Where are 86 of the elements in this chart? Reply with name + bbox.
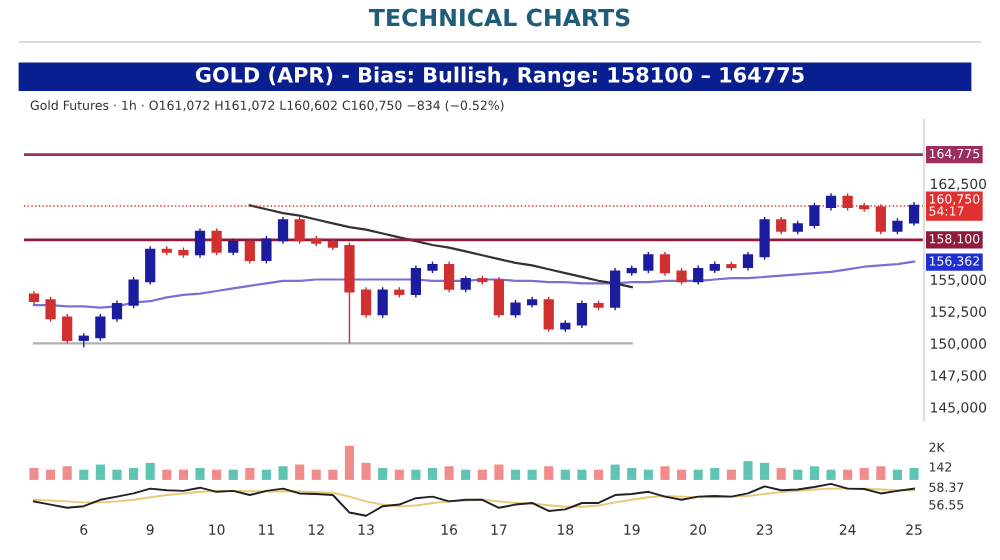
candlestick [875,203,886,235]
candlestick [360,286,372,319]
bar [394,469,404,480]
candlestick [211,227,222,256]
bar [843,469,853,480]
bar [112,469,122,480]
bar [693,469,703,480]
bar [79,469,89,480]
bar [527,469,537,480]
bar [544,466,554,480]
candlestick [194,227,206,259]
candlestick [145,245,156,286]
candlestick [742,251,754,272]
bar [427,467,438,480]
candlestick [443,260,455,293]
bar [593,469,604,480]
candlestick [45,296,56,323]
bar [660,466,670,480]
candlestick [95,313,106,342]
bar [29,467,39,480]
bar [278,466,288,480]
candlestick [693,264,704,286]
candlestick [261,235,272,265]
bar [643,469,653,480]
bar [361,462,371,480]
bar [809,466,819,480]
candlestick [410,264,422,299]
bar [444,466,454,480]
bar [627,467,637,480]
bar [610,464,620,480]
bar [510,469,521,480]
bar [776,467,786,480]
line-series [248,204,633,289]
bar [826,469,836,480]
bar [494,464,504,480]
candlestick [244,237,255,265]
bar [95,464,105,480]
bar [859,467,869,480]
candlestick [809,202,820,230]
bar [892,469,902,480]
candlestick [610,267,621,311]
bar [129,467,139,480]
bar [195,467,205,480]
candlestick [277,216,289,245]
bar [295,464,305,480]
candlestick [344,241,355,345]
bar [162,469,172,480]
bar [62,466,72,480]
bar [760,462,770,480]
bar [311,469,321,480]
bar [876,466,886,480]
bar [212,469,222,480]
candlestick [908,201,920,227]
candlestick [576,299,588,329]
candlestick [62,313,73,345]
bar [378,467,388,480]
candlestick [377,286,388,319]
bar [710,467,720,480]
candlestick [643,251,654,274]
bar [477,469,487,480]
bar [560,469,570,480]
bar [145,462,155,480]
candlestick [543,296,554,333]
bar [743,461,753,480]
bar [577,469,587,480]
bar [261,469,271,480]
bar [909,467,919,480]
chart-title: TECHNICAL CHARTS [368,8,630,27]
bar [228,469,238,480]
bar [793,469,803,480]
candlestick [111,299,123,323]
bar [178,469,188,480]
candlestick [759,216,770,261]
bar [328,469,338,480]
bar [677,469,687,480]
bar [46,469,56,480]
chart-subtitle: GOLD (APR) - Bias: Bullish, Range: 158100 – 164775 [195,66,804,87]
bar [344,445,355,480]
bar [411,469,421,480]
bar [726,469,736,480]
candlestick [294,216,305,245]
bar [461,469,471,480]
candlestick [493,276,505,319]
bar [245,467,255,480]
candlestick [128,276,139,309]
candlestick [659,251,671,277]
